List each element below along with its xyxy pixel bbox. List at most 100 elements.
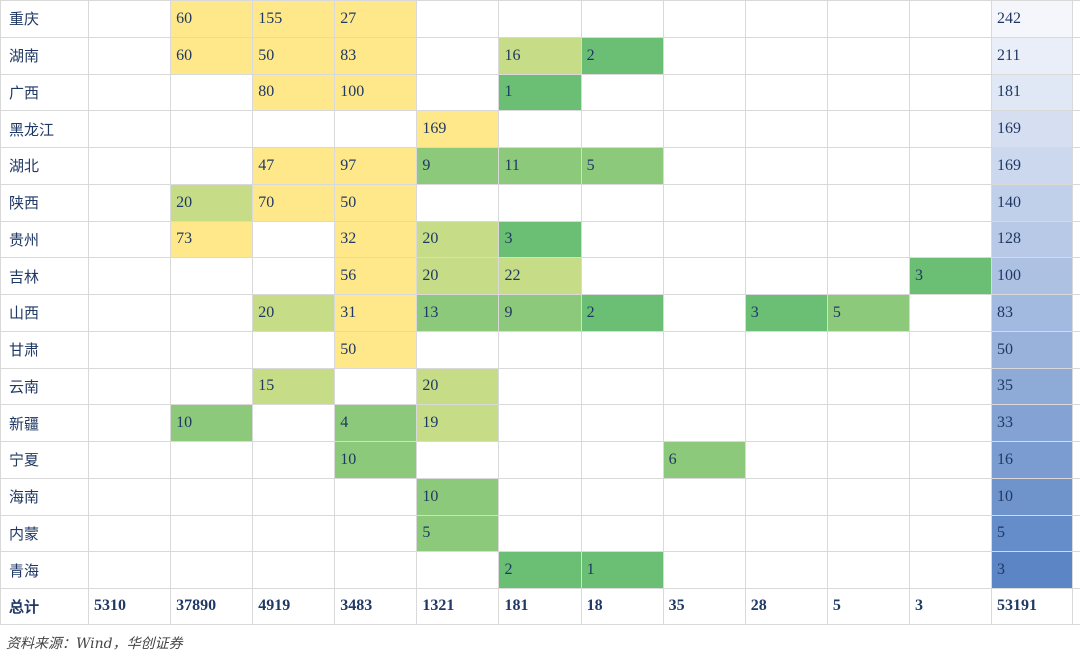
table-cell [334, 552, 416, 588]
table-cell [744, 368, 827, 405]
table-cell [826, 442, 909, 478]
table-cell [252, 442, 334, 478]
table-cell: 3 [498, 221, 581, 258]
table-cell [908, 148, 991, 184]
table-cell: 47 [252, 148, 335, 184]
table-cell [826, 1, 909, 37]
table-cell: 10 [170, 405, 253, 441]
table-cell: 13 [416, 295, 499, 331]
table-cell [908, 478, 991, 515]
row-total-cell: 83 [991, 295, 1074, 331]
table-cell [744, 37, 827, 74]
table-cell [170, 478, 252, 515]
table-cell [416, 552, 498, 588]
row-total-cell: 16 [991, 442, 1074, 478]
table-cell: 10 [334, 442, 417, 478]
table-cell: 20 [170, 184, 253, 221]
table-cell: 169 [416, 111, 499, 147]
table-cell [416, 74, 498, 111]
total-cell: 28 [744, 589, 827, 624]
table-cell: 97 [334, 148, 417, 184]
table-cell [908, 331, 991, 368]
table-row: 黑龙江 169 169 [0, 110, 1080, 147]
table-cell [416, 442, 498, 478]
table-cell: 83 [334, 37, 417, 74]
table-cell [662, 258, 745, 294]
province-label: 陕西 [0, 184, 88, 221]
province-label: 广西 [0, 74, 88, 111]
table-cell: 9 [416, 148, 499, 184]
province-label: 吉林 [0, 258, 88, 294]
table-cell: 155 [252, 1, 335, 37]
table-cell [826, 74, 909, 111]
table-cell [580, 442, 663, 478]
province-label: 海南 [0, 478, 88, 515]
table-cell [88, 515, 170, 552]
table-cell [744, 442, 827, 478]
table-cell [744, 405, 827, 441]
table-cell [662, 184, 745, 221]
table-cell [170, 295, 252, 331]
table-cell [88, 295, 170, 331]
table-cell: 100 [334, 74, 417, 111]
row-total-cell: 169 [991, 148, 1074, 184]
total-cell: 37890 [170, 589, 252, 624]
province-label: 内蒙 [0, 515, 88, 552]
total-cell: 3483 [334, 589, 416, 624]
total-cell: 35 [662, 589, 745, 624]
table-cell [334, 111, 416, 147]
table-cell: 70 [252, 184, 335, 221]
total-cell: 4919 [252, 589, 334, 624]
table-cell: 2 [580, 295, 663, 331]
table-cell [826, 111, 909, 147]
table-cell: 4 [334, 405, 417, 441]
table-cell [498, 478, 580, 515]
table-cell [826, 221, 909, 258]
table-cell [826, 184, 909, 221]
table-row: 云南 15 20 35 [0, 367, 1080, 405]
province-label: 云南 [0, 368, 88, 405]
table-cell [662, 331, 745, 368]
table-cell [88, 552, 170, 588]
table-cell: 20 [416, 368, 499, 405]
table-cell [170, 368, 252, 405]
table-cell: 2 [580, 37, 663, 74]
table-cell [662, 552, 745, 588]
table-cell: 20 [252, 295, 335, 331]
table-row: 湖北 47 97 9 11 5 169 [0, 147, 1080, 184]
table-cell: 27 [334, 1, 417, 37]
table-cell [908, 74, 991, 111]
table-row: 宁夏 10 6 16 [0, 441, 1080, 478]
table-cell: 3 [744, 295, 827, 331]
table-cell [88, 442, 170, 478]
table-cell: 20 [416, 221, 499, 258]
row-total-cell: 211 [991, 37, 1074, 74]
table-cell [334, 478, 416, 515]
table-cell [88, 478, 170, 515]
province-label: 湖南 [0, 37, 88, 74]
table-cell: 10 [416, 478, 499, 515]
province-label: 山西 [0, 295, 88, 331]
province-label: 甘肃 [0, 331, 88, 368]
table-cell [662, 368, 745, 405]
total-cell: 3 [908, 589, 991, 624]
table-cell [826, 331, 909, 368]
province-label: 重庆 [0, 1, 88, 37]
table-cell [252, 405, 334, 441]
table-cell: 60 [170, 1, 253, 37]
table-cell [580, 221, 663, 258]
table-cell [662, 405, 745, 441]
province-label: 青海 [0, 552, 88, 588]
table-cell [170, 442, 252, 478]
table-cell [252, 111, 334, 147]
table-cell [170, 331, 252, 368]
table-cell [580, 74, 663, 111]
total-label: 总计 [0, 589, 88, 624]
table-cell [826, 552, 909, 588]
row-total-cell: 169 [991, 111, 1074, 147]
table-cell [416, 331, 498, 368]
table-row: 陕西 20 70 50 140 [0, 183, 1080, 221]
table-cell [744, 258, 827, 294]
table-cell [908, 368, 991, 405]
table-row: 广西 80 100 1 181 [0, 73, 1080, 111]
